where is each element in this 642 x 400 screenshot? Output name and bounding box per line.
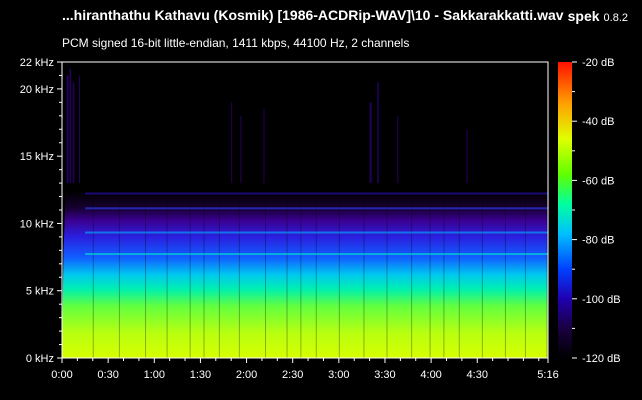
spectrogram-gap	[218, 102, 220, 358]
spectrogram-gap	[286, 102, 288, 358]
spectrogram-gap	[118, 102, 120, 358]
spectrogram-streak	[78, 75, 80, 184]
spectrogram-streaks	[66, 68, 548, 358]
spectrogram-band	[85, 207, 548, 210]
spectrogram-gap	[203, 102, 205, 358]
x-tick-label: 0:30	[97, 369, 118, 381]
stream-info: PCM signed 16-bit little-endian, 1411 kb…	[62, 36, 410, 50]
y-tick-label: 15 kHz	[20, 151, 54, 163]
colorbar-tick-label: -20 dB	[582, 57, 614, 69]
x-tick-label: 4:30	[467, 369, 488, 381]
spectrogram-streak	[377, 82, 379, 184]
colorbar-tick-label: -60 dB	[582, 175, 614, 187]
spectrogram-gap	[386, 102, 388, 358]
spectrogram-gap	[443, 102, 445, 358]
time-axis: 0:00 0:30 1:00 1:30 2:00 2:30 3:00 3:30 4:00 4:30…	[51, 358, 559, 381]
x-tick-label: 3:00	[328, 369, 349, 381]
frequency-axis: 0 kHz 5 kHz 10 kHz 15 kHz 20 kHz 22 kHz	[20, 57, 62, 365]
spectrogram-gap	[92, 102, 94, 358]
app-name: spek 0.8.2	[568, 8, 628, 24]
spectrogram-streak	[231, 102, 233, 184]
spectrogram-gap	[458, 102, 460, 358]
colorbar	[558, 62, 572, 358]
spectrogram-bands	[85, 192, 548, 256]
spectrogram-gap	[429, 102, 431, 358]
colorbar-tick-label: -80 dB	[582, 235, 614, 247]
spectrogram-gap	[546, 102, 548, 358]
spectrogram-streak	[66, 75, 69, 184]
spectrogram-streak	[369, 102, 372, 184]
colorbar-axis: -20 dB -40 dB -60 dB -80 dB -100 dB -120 dB	[572, 57, 621, 365]
x-tick-label: 1:30	[190, 369, 211, 381]
spectrogram-gap	[189, 102, 191, 358]
x-tick-label: 1:00	[144, 369, 165, 381]
app-version: 0.8.2	[603, 12, 628, 24]
y-tick-label: 5 kHz	[26, 286, 54, 298]
spectrogram-streak	[72, 82, 75, 184]
spectrogram-band	[85, 231, 548, 234]
spectrogram-gap	[300, 102, 302, 358]
spectrogram-gap	[145, 102, 147, 358]
spectrogram-streak	[466, 129, 468, 184]
y-tick-label: 22 kHz	[20, 57, 54, 69]
spectrogram-gap	[524, 102, 526, 358]
spectrogram-gap	[338, 102, 340, 358]
x-tick-label: 2:00	[236, 369, 257, 381]
spectrogram-plot-area	[61, 61, 549, 359]
x-tick-label: 2:30	[282, 369, 303, 381]
spectrogram-gap	[315, 102, 317, 358]
spectrogram-gap	[411, 102, 413, 358]
spectrogram-gap	[265, 102, 267, 358]
colorbar-tick-label: -120 dB	[582, 353, 621, 365]
spectrogram-gap	[481, 102, 483, 358]
x-tick-label: 5:16	[537, 369, 558, 381]
file-title: ...hiranthathu Kathavu (Kosmik) [1986-AC…	[62, 7, 564, 23]
spectrogram-gap	[504, 102, 506, 358]
y-tick-label: 10 kHz	[20, 218, 54, 230]
y-tick-label: 20 kHz	[20, 84, 54, 96]
spectrogram-gap	[238, 102, 240, 358]
spectrogram-streak	[263, 109, 265, 184]
spectrogram-band	[85, 192, 548, 195]
x-tick-label: 0:00	[51, 369, 72, 381]
spectrogram-streak	[69, 68, 72, 184]
colorbar-tick-label: -40 dB	[582, 116, 614, 128]
spectrogram-streak	[397, 115, 399, 184]
colorbar-scale	[558, 62, 572, 358]
x-tick-label: 4:00	[420, 369, 441, 381]
x-tick-label: 3:30	[374, 369, 395, 381]
spectrogram-gap	[166, 102, 168, 358]
spectrogram-band	[85, 253, 548, 256]
colorbar-tick-label: -100 dB	[582, 294, 621, 306]
app-name-label: spek	[567, 8, 600, 24]
spectrogram-gap	[363, 102, 365, 358]
spectrogram-streak	[240, 115, 242, 184]
y-tick-label: 0 kHz	[26, 353, 54, 365]
